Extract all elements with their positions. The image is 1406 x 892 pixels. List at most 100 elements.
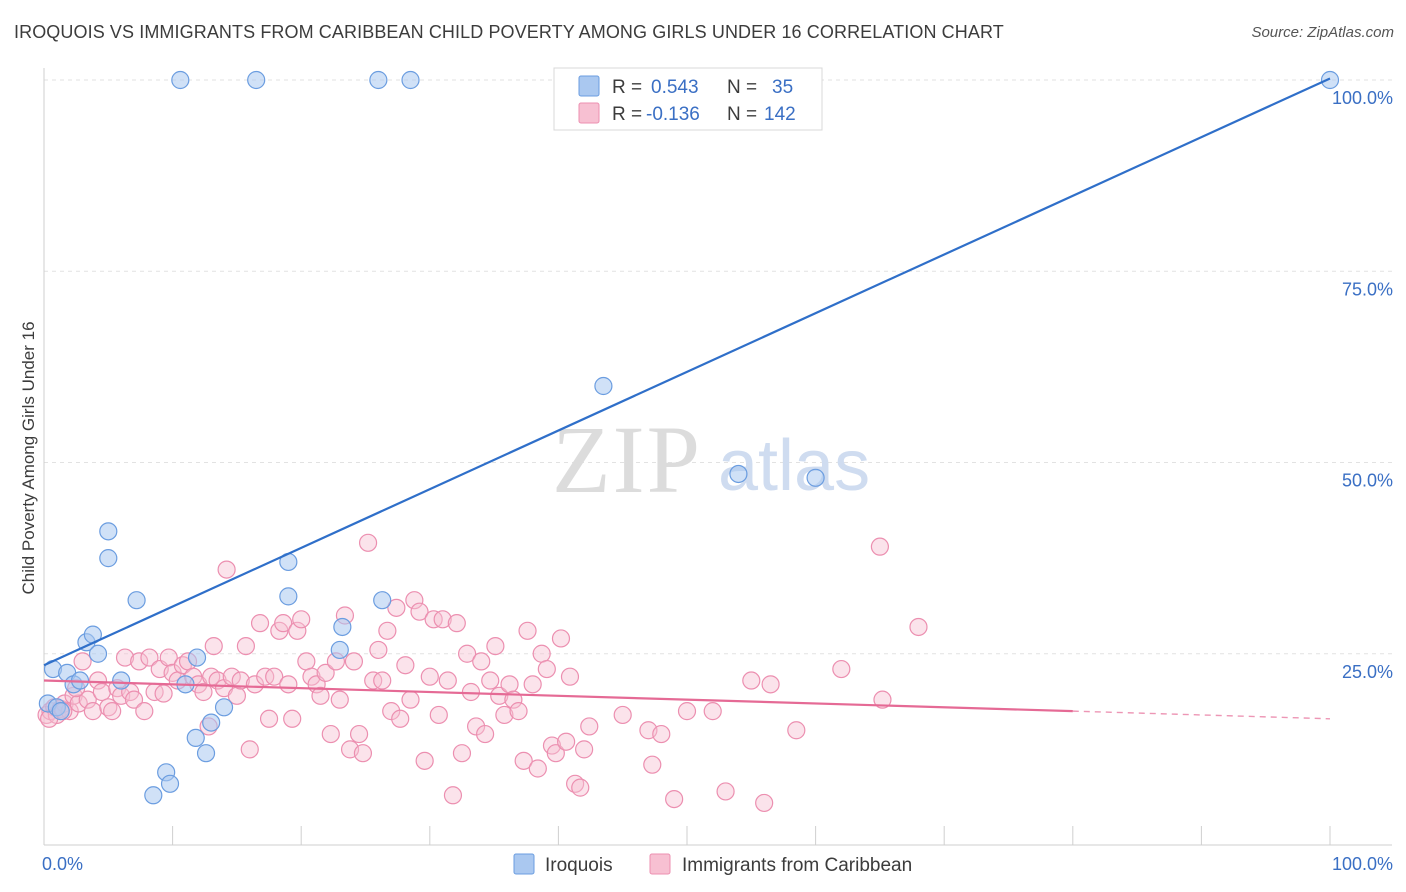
y-tick-label-100: 100.0% <box>1332 88 1393 108</box>
caribbean-point <box>311 686 330 705</box>
caribbean-point <box>500 675 519 694</box>
y-tick-label-25: 25.0% <box>1342 662 1393 682</box>
caribbean-point <box>909 617 928 637</box>
caribbean-point <box>443 786 463 805</box>
caribbean-point <box>490 686 509 705</box>
caribbean-point <box>433 610 452 629</box>
caribbean-point <box>755 793 774 813</box>
caribbean-point <box>194 682 213 702</box>
iroquois-point <box>171 70 190 90</box>
chart-title: IROQUOIS VS IMMIGRANTS FROM CARIBBEAN CH… <box>14 22 1004 42</box>
caribbean-point <box>83 702 102 721</box>
caribbean-point <box>873 690 892 709</box>
iroquois-point <box>333 617 352 637</box>
caribbean-point <box>677 702 697 721</box>
caribbean-point <box>297 652 316 671</box>
legend-r-label-iroquois: R = <box>612 77 642 98</box>
iroquois-point <box>160 774 180 793</box>
trend-lines <box>43 77 1331 720</box>
iroquois-point <box>806 468 825 487</box>
caribbean-point <box>410 602 429 621</box>
caribbean-point <box>283 709 302 728</box>
iroquois-point <box>51 702 70 721</box>
caribbean-point <box>643 755 662 774</box>
caribbean-point <box>560 667 580 686</box>
iroquois-point <box>196 744 216 763</box>
legend-r-iroquois: 0.543 <box>651 77 699 98</box>
caribbean-point <box>279 675 298 694</box>
iroquois-point <box>373 591 392 610</box>
caribbean-point <box>115 648 135 667</box>
caribbean-point <box>353 744 373 763</box>
iroquois-point <box>1320 70 1340 90</box>
caribbean-trend-line <box>43 679 1073 713</box>
legend-swatch-caribbean <box>578 102 600 124</box>
iroquois-point <box>112 671 131 690</box>
caribbean-point <box>472 652 491 671</box>
caribbean-point <box>532 644 551 663</box>
iroquois-point <box>369 70 388 90</box>
iroquois-point <box>144 786 163 805</box>
legend-r-label-caribbean: R = <box>612 104 642 125</box>
caribbean-point <box>88 671 108 690</box>
caribbean-point <box>481 671 500 690</box>
series-legend-swatch-iroquois <box>513 853 535 875</box>
caribbean-point <box>231 671 250 690</box>
caribbean-point <box>405 591 424 610</box>
caribbean-point <box>265 667 284 686</box>
caribbean-point <box>78 690 97 709</box>
caribbean-point <box>761 675 780 694</box>
caribbean-point <box>429 705 448 725</box>
caribbean-point <box>73 652 92 671</box>
series-legend-label-caribbean: Immigrants from Caribbean <box>682 855 912 876</box>
caribbean-point <box>703 702 722 721</box>
caribbean-point <box>358 533 378 552</box>
caribbean-point <box>159 648 178 667</box>
caribbean-point <box>103 702 122 721</box>
legend-n-iroquois: 35 <box>772 77 793 98</box>
caribbean-point <box>245 675 265 694</box>
iroquois-point <box>88 644 108 663</box>
tick-labels: 25.0% 50.0% 75.0% 100.0% 0.0% 100.0% <box>42 88 1393 874</box>
caribbean-point <box>274 614 293 633</box>
caribbean-point <box>832 659 851 679</box>
legend-n-caribbean: 142 <box>764 104 796 125</box>
caribbean-point <box>387 598 406 617</box>
caribbean-point <box>475 724 495 744</box>
legend-n-label-iroquois: N = <box>727 77 757 98</box>
caribbean-point <box>420 667 439 686</box>
series-legend-label-iroquois: Iroquois <box>545 855 613 876</box>
caribbean-point <box>486 636 505 656</box>
iroquois-point <box>330 640 349 660</box>
iroquois-point <box>401 70 420 90</box>
caribbean-point <box>391 709 410 728</box>
legend-swatch-iroquois <box>578 75 600 97</box>
iroquois-point <box>187 648 207 667</box>
series-legend: Iroquois Immigrants from Caribbean <box>513 853 912 876</box>
iroquois-point <box>99 549 118 568</box>
caribbean-point <box>259 709 279 728</box>
caribbean-point <box>288 621 307 640</box>
x-tick-label-100: 100.0% <box>1332 854 1393 874</box>
watermark-zip: ZIP <box>552 406 702 513</box>
caribbean-point <box>415 751 434 770</box>
legend-r-caribbean: -0.136 <box>646 104 700 125</box>
caribbean-point <box>236 636 256 656</box>
y-tick-label-50: 50.0% <box>1342 471 1393 491</box>
caribbean-points <box>37 533 928 813</box>
caribbean-point <box>571 778 590 797</box>
iroquois-point <box>127 591 146 610</box>
caribbean-point <box>580 717 599 736</box>
iroquois-point <box>729 464 748 484</box>
caribbean-point <box>321 724 340 744</box>
watermark-atlas: atlas <box>718 426 870 506</box>
caribbean-point <box>551 629 571 648</box>
caribbean-point <box>787 721 806 740</box>
caribbean-point <box>557 732 576 751</box>
caribbean-point <box>438 671 457 690</box>
caribbean-point <box>378 621 397 640</box>
caribbean-point <box>250 614 270 633</box>
iroquois-point <box>279 587 298 606</box>
caribbean-point <box>373 671 392 690</box>
caribbean-point <box>716 782 735 801</box>
